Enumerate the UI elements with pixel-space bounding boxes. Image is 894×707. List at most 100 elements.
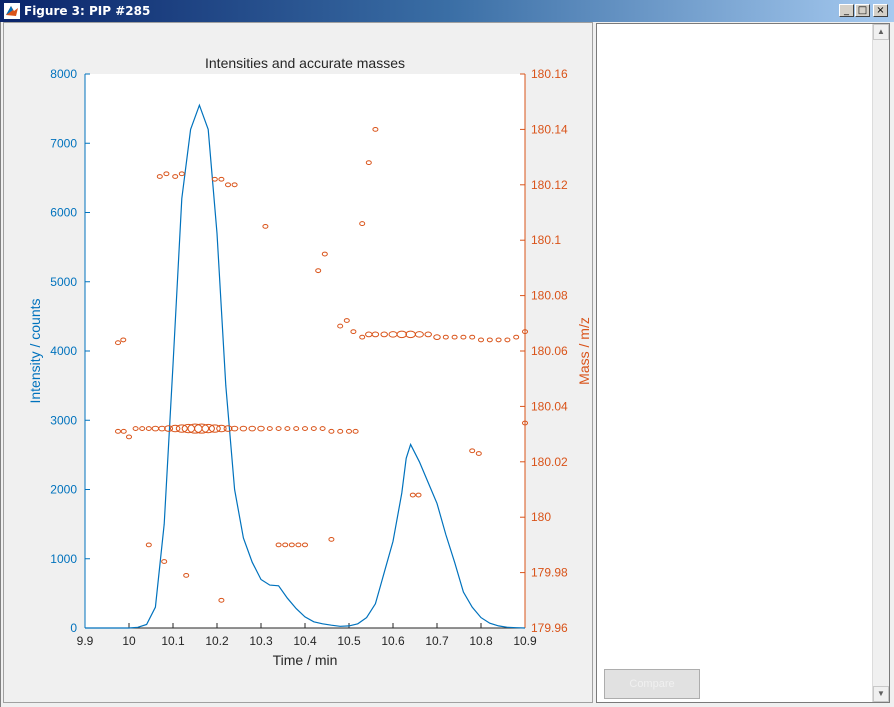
vertical-scrollbar[interactable]: ▲ ▼ [872, 24, 889, 702]
mass-point [161, 559, 168, 564]
y-left-tick-label: 2000 [50, 483, 77, 497]
x-tick-label: 10.4 [293, 634, 317, 648]
mass-point [328, 428, 335, 434]
y-left-tick-label: 8000 [50, 67, 77, 81]
mass-point [315, 268, 322, 274]
scroll-down-icon: ▼ [877, 689, 885, 698]
close-button[interactable]: × [873, 4, 888, 17]
scroll-up-icon: ▲ [877, 27, 885, 36]
mass-point [337, 428, 344, 434]
plot-area [85, 74, 525, 628]
mass-point [350, 329, 357, 335]
mass-point [218, 176, 225, 182]
mass-point [319, 426, 326, 431]
mass-point [175, 424, 188, 433]
x-tick-label: 10.9 [513, 634, 537, 648]
mass-point [293, 426, 300, 431]
maximize-icon: □ [857, 5, 868, 16]
y-left-tick-label: 5000 [50, 275, 77, 289]
mass-point [346, 428, 352, 434]
chart-title: Intensities and accurate masses [205, 55, 405, 71]
mass-point [115, 340, 121, 346]
mass-point [495, 337, 502, 343]
mass-point [433, 334, 441, 340]
mass-point [372, 127, 379, 132]
mass-point [126, 434, 132, 440]
mass-point [194, 423, 210, 434]
mass-point [302, 426, 308, 431]
x-tick-label: 10.3 [249, 634, 273, 648]
mass-point [359, 221, 366, 226]
chart[interactable]: Intensities and accurate masses 9.9 10 10.1… [4, 23, 592, 702]
mass-point [223, 425, 233, 432]
mass-point [371, 331, 380, 338]
mass-point [486, 337, 493, 343]
mass-point [415, 492, 422, 498]
mass-point [231, 182, 238, 188]
mass-point [266, 426, 273, 431]
y-right-tick-label: 180.04 [531, 399, 568, 413]
mass-point [469, 334, 476, 340]
mass-point [522, 420, 528, 426]
mass-point [424, 331, 432, 338]
maximize-button[interactable]: □ [855, 4, 870, 17]
mass-point [132, 426, 139, 431]
mass-point [414, 331, 424, 338]
mass-point [139, 426, 146, 431]
mass-point [469, 448, 476, 454]
y-left-tick-label: 7000 [50, 136, 77, 150]
peak-list-panel[interactable]: ▲ ▼ [596, 23, 890, 703]
y-left-tick-label: 6000 [50, 206, 77, 220]
mass-point [295, 542, 302, 548]
x-tick-label: 10.8 [469, 634, 493, 648]
y-right-axis-label: Mass / m/z [576, 317, 592, 385]
mass-point [115, 428, 121, 434]
mass-point [225, 182, 231, 188]
y-left-tick-label: 0 [70, 621, 77, 635]
y-left-tick-label: 1000 [50, 552, 77, 566]
x-tick-label: 10.5 [337, 634, 361, 648]
scroll-up-button[interactable]: ▲ [873, 24, 889, 40]
minimize-button[interactable]: _ [839, 4, 854, 17]
mass-point [169, 424, 181, 433]
scroll-down-button[interactable]: ▼ [873, 686, 889, 702]
mass-point [513, 334, 520, 340]
mass-point [257, 425, 265, 432]
mass-point [310, 426, 317, 431]
y-right-tick-label: 180.1 [531, 233, 561, 247]
mass-point [478, 337, 484, 343]
mass-point [328, 536, 335, 542]
y-right-tick-label: 180.16 [531, 67, 568, 81]
mass-point [178, 171, 185, 177]
y-left-tick-label: 4000 [50, 344, 77, 358]
plot-panel: Intensities and accurate masses 9.9 10 10.1… [3, 22, 593, 703]
mass-point [504, 337, 511, 343]
y-right-tick-label: 180.06 [531, 344, 568, 358]
mass-point [352, 428, 359, 434]
mass-point [343, 318, 350, 323]
mass-point [120, 428, 127, 434]
mass-point [284, 426, 291, 431]
intensity-series-line [85, 103, 526, 629]
mass-point [158, 425, 166, 432]
mass-point [164, 425, 174, 432]
compare-button[interactable]: Compare [604, 669, 700, 699]
mass-point [380, 331, 388, 338]
mass-point [302, 542, 308, 548]
mass-point [275, 426, 282, 431]
mass-point [321, 251, 328, 257]
mass-point [145, 426, 152, 431]
mass-point [409, 492, 416, 498]
mass-point [183, 572, 190, 578]
mass-point [230, 425, 239, 432]
mass-point [211, 176, 218, 182]
mass-point [365, 160, 372, 166]
mass-point [201, 423, 215, 434]
mass-point [172, 174, 179, 179]
mass-point [239, 425, 248, 432]
y-left-axis-label: Intensity / counts [27, 298, 43, 403]
mass-point [163, 171, 170, 177]
title-bar: Figure 3: PIP #285 _ □ × [0, 0, 894, 22]
y-right-tick-label: 180.14 [531, 122, 568, 136]
mass-point [208, 424, 221, 433]
